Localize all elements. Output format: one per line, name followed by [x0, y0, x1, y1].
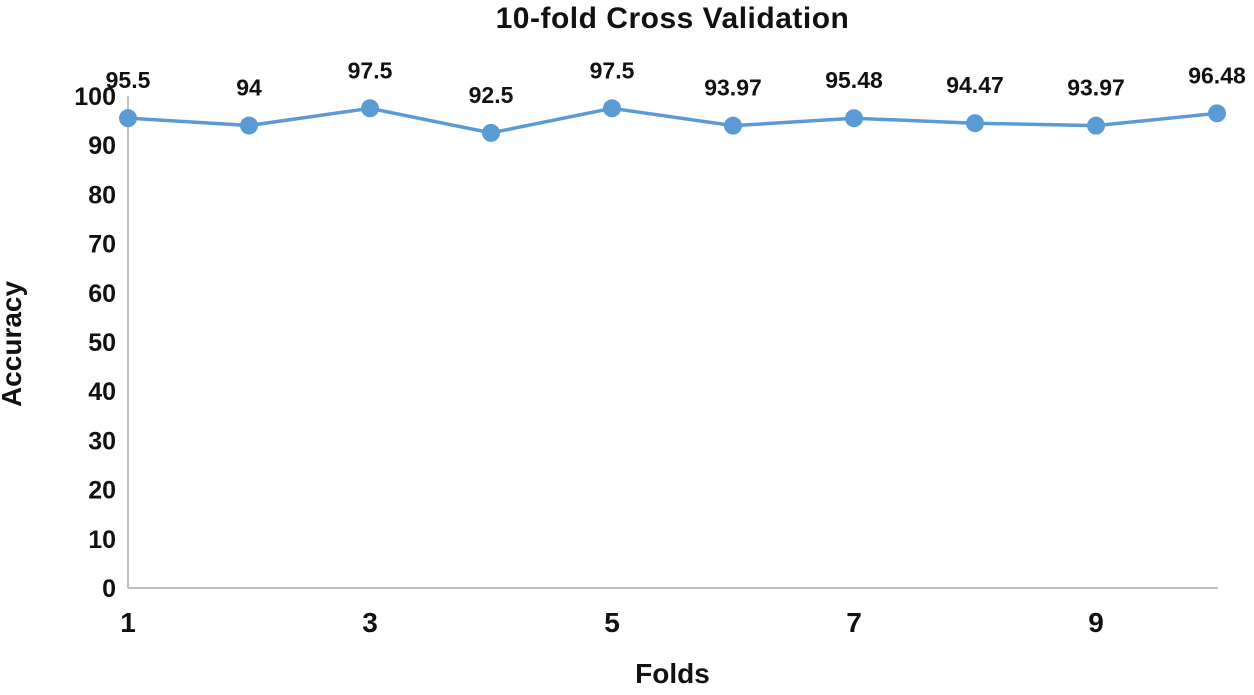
- data-point-marker: [966, 114, 984, 133]
- y-axis-tick-label: 70: [88, 231, 116, 259]
- data-point-marker: [119, 109, 137, 128]
- y-axis-tick-label: 100: [74, 83, 116, 111]
- data-point-marker: [845, 109, 863, 128]
- data-point-marker: [1208, 104, 1226, 123]
- y-axis-tick-label: 0: [102, 575, 116, 603]
- data-point-label: 97.5: [590, 57, 635, 83]
- y-axis-tick-label: 80: [88, 181, 116, 209]
- data-point-label: 95.5: [106, 67, 151, 93]
- data-point-label: 94: [236, 75, 262, 101]
- data-point-label: 92.5: [469, 82, 514, 108]
- data-point-marker: [240, 116, 258, 135]
- data-point-marker: [1087, 116, 1105, 135]
- x-axis-tick-label: 3: [362, 607, 378, 638]
- data-point-label: 95.48: [825, 67, 883, 93]
- data-point-label: 96.48: [1188, 62, 1246, 88]
- y-axis-tick-label: 40: [88, 378, 116, 406]
- y-axis-tick-label: 90: [88, 132, 116, 160]
- y-axis-tick-label: 10: [88, 526, 116, 554]
- data-point-marker: [361, 99, 379, 118]
- x-axis-tick-label: 5: [604, 607, 620, 638]
- y-axis-tick-label: 60: [88, 280, 116, 308]
- x-axis-title: Folds: [635, 658, 710, 689]
- series-line: [126, 106, 1219, 135]
- y-axis-title: Accuracy: [0, 280, 27, 408]
- data-point-marker: [724, 116, 742, 135]
- x-axis-tick-label: 1: [120, 607, 136, 638]
- y-axis-tick-label: 30: [88, 427, 116, 455]
- y-axis-tick-label: 50: [88, 329, 116, 357]
- data-point-label: 93.97: [1067, 75, 1125, 101]
- chart-title: 10-fold Cross Validation: [495, 2, 850, 35]
- data-point-label: 94.47: [946, 72, 1004, 98]
- x-axis-tick-label: 9: [1088, 607, 1104, 638]
- data-point-label: 93.97: [704, 75, 762, 101]
- x-axis-tick-label: 7: [846, 607, 862, 638]
- data-point-label: 97.5: [348, 57, 393, 83]
- y-axis-tick-label: 20: [88, 477, 116, 505]
- data-point-marker: [603, 99, 621, 118]
- data-point-marker: [482, 123, 500, 142]
